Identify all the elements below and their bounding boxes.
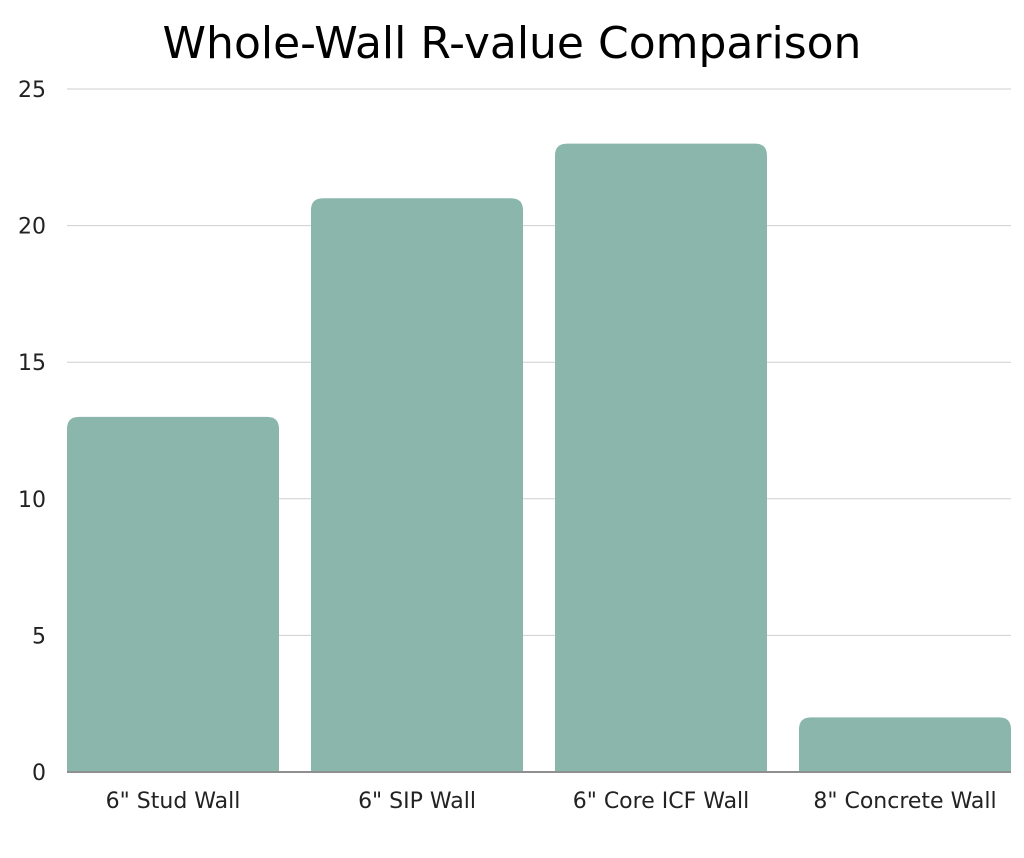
bar <box>799 717 1011 772</box>
x-category-label: 6" Core ICF Wall <box>573 789 750 814</box>
bar <box>67 416 279 772</box>
x-category-label: 6" SIP Wall <box>358 789 476 814</box>
y-tick-label: 5 <box>32 624 46 649</box>
chart-title: Whole-Wall R-value Comparison <box>162 18 862 69</box>
y-tick-label: 10 <box>18 488 46 513</box>
y-tick-label: 15 <box>18 351 46 376</box>
y-tick-label: 20 <box>18 215 46 240</box>
x-category-label: 6" Stud Wall <box>106 789 241 814</box>
y-tick-label: 25 <box>18 78 46 103</box>
bar <box>311 198 523 772</box>
y-tick-label: 0 <box>32 761 46 786</box>
x-category-label: 8" Concrete Wall <box>813 789 996 814</box>
bar <box>555 143 767 772</box>
